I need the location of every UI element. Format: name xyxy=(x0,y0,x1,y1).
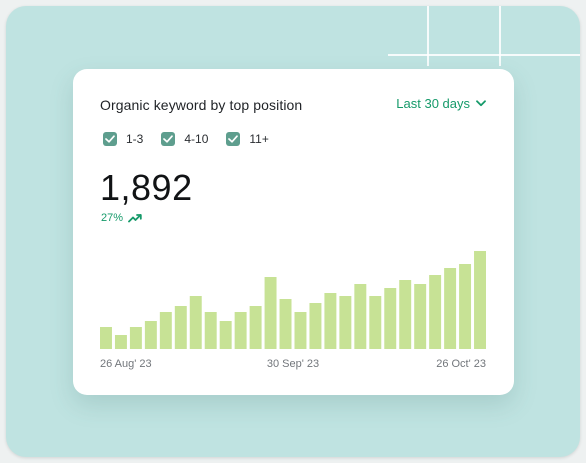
keyword-card: Organic keyword by top position Last 30 … xyxy=(73,69,514,395)
x-tick-label: 26 Oct' 23 xyxy=(436,358,486,370)
checkmark-icon xyxy=(105,135,115,143)
checkbox-11-plus[interactable] xyxy=(226,132,241,146)
date-range-dropdown[interactable]: Last 30 days xyxy=(396,96,486,111)
chart-bar xyxy=(204,312,217,349)
chart-bar xyxy=(279,299,292,349)
chart-bar xyxy=(414,284,427,349)
x-tick-label: 30 Sep' 23 xyxy=(266,358,320,370)
chart-bar xyxy=(309,303,322,349)
trend-indicator: 27% xyxy=(101,212,142,224)
x-axis-labels: 26 Aug' 23 30 Sep' 23 26 Oct' 23 xyxy=(100,358,486,374)
trend-percent: 27% xyxy=(101,212,124,224)
chart-bar xyxy=(399,280,412,349)
chart-bar xyxy=(100,327,112,349)
checkbox-1-3[interactable] xyxy=(103,132,117,146)
keyword-bar-chart xyxy=(100,251,486,349)
chart-bar xyxy=(444,268,457,349)
decor-line-vertical xyxy=(499,6,501,66)
chart-bar xyxy=(354,284,367,349)
chart-bar xyxy=(159,312,172,349)
chart-bar xyxy=(144,321,157,349)
chart-bar xyxy=(234,312,247,349)
checkbox-4-10[interactable] xyxy=(161,132,176,146)
checkmark-icon xyxy=(163,135,174,143)
chart-bar xyxy=(114,335,127,349)
keyword-total: 1,892 xyxy=(100,167,193,208)
background-frame: Organic keyword by top position Last 30 … xyxy=(6,6,580,457)
chart-bar xyxy=(189,296,202,349)
chart-bar xyxy=(129,327,142,349)
chart-bar xyxy=(459,264,472,349)
decor-line-horizontal xyxy=(388,54,580,56)
position-filters: 1-3 4-10 11+ xyxy=(103,132,269,146)
decor-line-vertical xyxy=(427,6,429,66)
chart-bar xyxy=(369,296,382,349)
card-title: Organic keyword by top position xyxy=(100,97,303,113)
chevron-down-icon xyxy=(476,100,486,107)
chart-bar xyxy=(294,312,307,349)
chart-bar xyxy=(429,275,442,349)
x-tick-label: 26 Aug' 23 xyxy=(100,358,152,370)
filter-label: 11+ xyxy=(249,132,269,146)
checkmark-icon xyxy=(228,135,239,143)
filter-label: 1-3 xyxy=(126,132,144,146)
chart-bar xyxy=(219,321,232,349)
filter-4-10[interactable]: 4-10 xyxy=(161,132,208,146)
chart-bar xyxy=(474,251,486,349)
filter-label: 4-10 xyxy=(184,132,209,146)
chart-bar xyxy=(339,296,352,349)
chart-bar xyxy=(249,306,262,349)
date-range-label: Last 30 days xyxy=(396,96,470,111)
chart-bar xyxy=(384,288,397,349)
chart-bar xyxy=(324,293,337,349)
filter-11-plus[interactable]: 11+ xyxy=(226,132,269,146)
filter-1-3[interactable]: 1-3 xyxy=(103,132,143,146)
chart-bar xyxy=(264,277,277,349)
chart-bar xyxy=(174,306,187,349)
trend-up-icon xyxy=(128,213,142,222)
